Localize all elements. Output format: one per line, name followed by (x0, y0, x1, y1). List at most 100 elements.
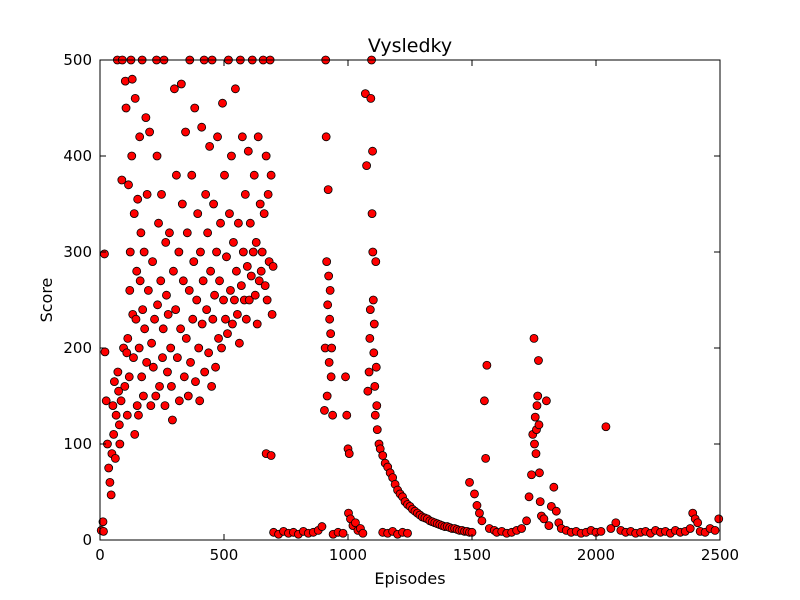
data-point (142, 189, 152, 199)
data-point (108, 401, 118, 411)
data-point (194, 343, 204, 353)
data-point (367, 209, 377, 219)
data-point (168, 415, 177, 425)
data-point (100, 347, 110, 357)
data-point (127, 151, 137, 161)
data-point (248, 247, 258, 257)
data-point (470, 489, 479, 499)
data-point (138, 391, 148, 401)
data-point (533, 391, 543, 401)
data-point (551, 506, 561, 516)
data-point (181, 333, 191, 343)
data-point (177, 199, 187, 209)
data-point (323, 300, 333, 310)
data-point (134, 410, 143, 420)
data-point (134, 343, 144, 353)
data-point (324, 357, 334, 367)
data-point (153, 300, 162, 310)
data-point (139, 247, 149, 257)
data-point (171, 170, 181, 180)
data-point (233, 218, 243, 228)
data-point (527, 470, 536, 480)
data-point (187, 170, 197, 180)
data-point (338, 528, 348, 538)
data-point (529, 333, 539, 343)
data-point (195, 396, 205, 406)
data-point (249, 170, 259, 180)
y-tick-label: 200 (63, 339, 92, 357)
points-layer (96, 55, 724, 539)
data-point (530, 412, 540, 422)
data-point (104, 463, 114, 473)
data-point (534, 420, 544, 430)
data-point (121, 103, 131, 113)
data-point (263, 189, 273, 199)
data-point (317, 522, 327, 531)
data-point (325, 285, 335, 295)
data-point (206, 266, 216, 276)
data-point (320, 405, 329, 415)
data-point (202, 305, 212, 315)
data-point (132, 266, 142, 276)
data-point (217, 343, 226, 353)
data-point (197, 122, 207, 132)
data-point (368, 247, 378, 257)
data-point (150, 314, 159, 324)
data-point (231, 84, 240, 94)
data-point (122, 410, 132, 420)
data-point (155, 381, 164, 391)
y-tick-label: 500 (63, 51, 92, 69)
data-point (324, 271, 334, 281)
data-point (267, 309, 277, 319)
data-point (372, 401, 382, 411)
data-point (260, 281, 270, 291)
y-tick-label: 0 (82, 531, 92, 549)
data-point (101, 396, 111, 406)
data-point (223, 329, 232, 339)
x-tick-label: 0 (95, 546, 105, 564)
data-point (148, 257, 157, 267)
data-point (122, 348, 132, 358)
data-point (143, 285, 153, 295)
data-point (201, 189, 211, 199)
data-point (266, 451, 276, 460)
data-point (323, 185, 333, 195)
plot-frame (99, 59, 721, 541)
data-point (189, 257, 199, 267)
data-point (542, 396, 551, 406)
data-point (176, 324, 186, 334)
data-point (152, 151, 162, 161)
data-point (253, 132, 263, 142)
data-point (241, 314, 251, 324)
data-point (211, 362, 220, 372)
data-point (262, 295, 272, 305)
data-point (363, 386, 373, 396)
data-point (138, 305, 148, 315)
data-point (213, 132, 222, 142)
data-point (358, 528, 368, 538)
data-point (364, 367, 374, 377)
data-point (208, 314, 218, 324)
data-point (371, 362, 381, 372)
data-point (370, 410, 380, 420)
data-point (365, 305, 375, 315)
data-point (131, 314, 141, 324)
data-point (362, 161, 372, 171)
data-point (172, 353, 182, 363)
data-point (369, 319, 379, 329)
data-point (191, 377, 200, 387)
data-point (549, 482, 559, 492)
data-point (322, 257, 332, 267)
data-point (161, 237, 171, 247)
data-point (477, 516, 487, 526)
data-point (236, 281, 246, 291)
data-point (145, 127, 155, 137)
data-point (231, 266, 241, 276)
data-point (198, 276, 208, 286)
data-point (601, 422, 611, 432)
data-point (242, 261, 252, 271)
data-point (230, 295, 239, 305)
data-point (534, 356, 543, 365)
data-point (228, 319, 237, 329)
